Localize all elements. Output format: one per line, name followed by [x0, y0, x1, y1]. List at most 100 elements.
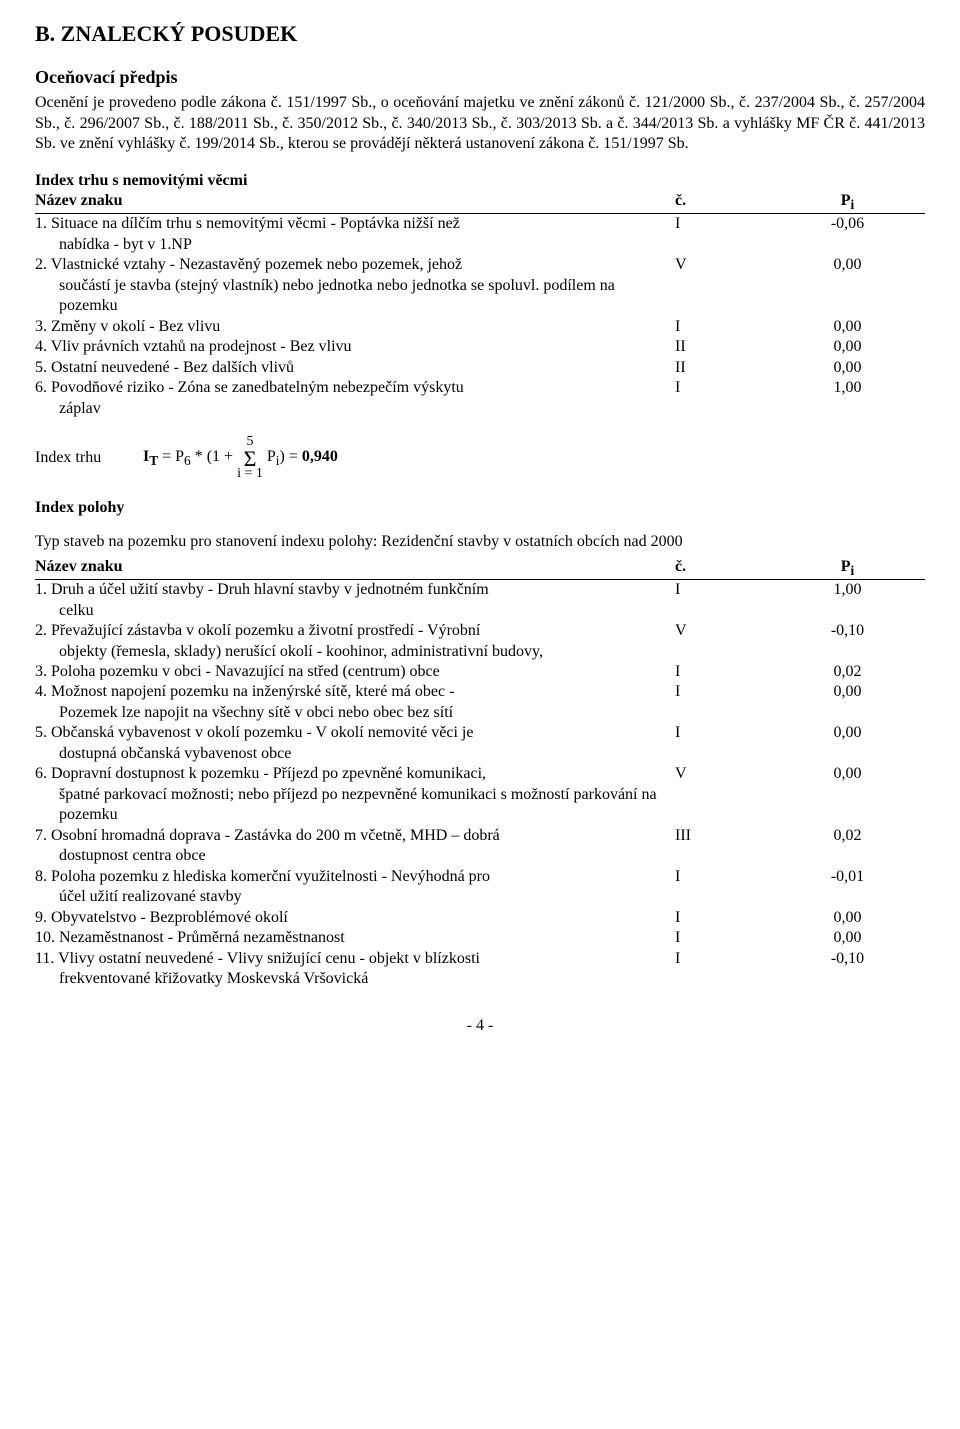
row-desc-sub: Pozemek lze napojit na všechny sítě v ob…	[35, 703, 675, 723]
index-trhu-formula: Index trhu IT = P6 * (1 + 5 Σ i = 1 Pi) …	[35, 435, 925, 482]
formula-after: Pi) = 0,940	[263, 447, 338, 469]
row-desc: 6. Povodňové riziko - Zóna se zanedbatel…	[35, 378, 675, 398]
row-c: I	[675, 682, 770, 723]
row-desc: 1. Situace na dílčím trhu s nemovitými v…	[35, 214, 675, 234]
sigma-bottom: i = 1	[237, 467, 263, 482]
row-c: I	[675, 662, 770, 682]
row-c: III	[675, 826, 770, 867]
sigma-symbol: Σ	[244, 450, 257, 468]
hdr-p-sub: i	[851, 197, 855, 212]
hdr-p-P: P	[841, 192, 851, 209]
row-desc-sub: objekty (řemesla, sklady) nerušící okolí…	[35, 642, 675, 662]
table-row: 3. Změny v okolí - Bez vlivu I 0,00	[35, 317, 925, 337]
row-p: 0,00	[770, 928, 925, 948]
table-row: 4. Možnost napojení pozemku na inženýrsk…	[35, 682, 925, 723]
row-c: V	[675, 255, 770, 316]
table-row: 5. Občanská vybavenost v okolí pozemku -…	[35, 723, 925, 764]
hdr-name: Název znaku	[35, 191, 675, 214]
page-number: - 4 -	[35, 1016, 925, 1036]
index-trhu-heading: Index trhu s nemovitými věcmi	[35, 171, 925, 191]
row-desc: 5. Ostatní neuvedené - Bez dalších vlivů	[35, 358, 675, 378]
row-p: 1,00	[770, 580, 925, 621]
row-desc: 2. Převažující zástavba v okolí pozemku …	[35, 621, 675, 641]
table-header-row: Název znaku č. Pi	[35, 191, 925, 214]
index-polohy-table: Název znaku č. Pi 1. Druh a účel užití s…	[35, 557, 925, 990]
row-p: 0,02	[770, 662, 925, 682]
row-desc-sub: nabídka - byt v 1.NP	[35, 235, 675, 255]
row-desc: 8. Poloha pozemku z hlediska komerční vy…	[35, 867, 675, 887]
row-c: V	[675, 764, 770, 825]
table-row: 4. Vliv právních vztahů na prodejnost - …	[35, 337, 925, 357]
row-c: I	[675, 928, 770, 948]
row-p: -0,10	[770, 621, 925, 662]
row-desc: 10. Nezaměstnanost - Průměrná nezaměstna…	[35, 928, 675, 948]
row-desc-sub: špatné parkovací možnosti; nebo příjezd …	[35, 785, 675, 826]
table-row: 1. Druh a účel užití stavby - Druh hlavn…	[35, 580, 925, 621]
row-c: I	[675, 908, 770, 928]
polohy-intro: Typ staveb na pozemku pro stanovení inde…	[35, 532, 925, 552]
row-p: 0,00	[770, 682, 925, 723]
row-desc: 3. Změny v okolí - Bez vlivu	[35, 317, 675, 337]
row-desc-sub: dostupnost centra obce	[35, 846, 675, 866]
pricing-paragraph: Ocenění je provedeno podle zákona č. 151…	[35, 93, 925, 154]
row-desc: 4. Vliv právních vztahů na prodejnost - …	[35, 337, 675, 357]
row-c: I	[675, 317, 770, 337]
row-c: I	[675, 580, 770, 621]
row-c: I	[675, 378, 770, 419]
sub-T: T	[149, 454, 158, 469]
row-p: 0,00	[770, 358, 925, 378]
row-desc-sub: frekventované křižovatky Moskevská Vršov…	[35, 969, 675, 989]
table-row: 1. Situace na dílčím trhu s nemovitými v…	[35, 214, 925, 255]
index-trhu-table: Název znaku č. Pi 1. Situace na dílčím t…	[35, 191, 925, 419]
row-c: II	[675, 358, 770, 378]
index-polohy-heading: Index polohy	[35, 498, 925, 518]
row-desc-sub: účel užití realizované stavby	[35, 887, 675, 907]
formula-label: Index trhu	[35, 448, 143, 468]
table-row: 2. Převažující zástavba v okolí pozemku …	[35, 621, 925, 662]
row-desc: 6. Dopravní dostupnost k pozemku - Příje…	[35, 764, 675, 784]
row-p: 0,02	[770, 826, 925, 867]
formula-before: IT = P6 * (1 +	[143, 447, 237, 469]
sub-i: i	[276, 454, 280, 469]
table-row: 11. Vlivy ostatní neuvedené - Vlivy sniž…	[35, 949, 925, 990]
row-p: 0,00	[770, 908, 925, 928]
hdr-p-P: P	[841, 558, 851, 575]
sigma-stack: 5 Σ i = 1	[237, 435, 263, 482]
row-p: 0,00	[770, 764, 925, 825]
row-desc: 7. Osobní hromadná doprava - Zastávka do…	[35, 826, 675, 846]
row-desc: 1. Druh a účel užití stavby - Druh hlavn…	[35, 580, 675, 600]
row-desc: 11. Vlivy ostatní neuvedené - Vlivy sniž…	[35, 949, 675, 969]
main-heading: B. ZNALECKÝ POSUDEK	[35, 20, 925, 48]
table-row: 5. Ostatní neuvedené - Bez dalších vlivů…	[35, 358, 925, 378]
table-row: 3. Poloha pozemku v obci - Navazující na…	[35, 662, 925, 682]
hdr-c: č.	[675, 191, 770, 214]
hdr-p: Pi	[770, 191, 925, 214]
table-row: 2. Vlastnické vztahy - Nezastavěný pozem…	[35, 255, 925, 316]
row-c: I	[675, 214, 770, 255]
table-row: 8. Poloha pozemku z hlediska komerční vy…	[35, 867, 925, 908]
row-desc-sub: celku	[35, 601, 675, 621]
row-c: V	[675, 621, 770, 662]
row-c: I	[675, 949, 770, 990]
hdr-p: Pi	[770, 557, 925, 580]
pricing-heading: Oceňovací předpis	[35, 66, 925, 89]
row-p: 0,00	[770, 255, 925, 316]
hdr-c: č.	[675, 557, 770, 580]
table-row: 7. Osobní hromadná doprava - Zastávka do…	[35, 826, 925, 867]
row-p: 0,00	[770, 317, 925, 337]
row-c: I	[675, 867, 770, 908]
row-desc: 2. Vlastnické vztahy - Nezastavěný pozem…	[35, 255, 675, 275]
row-desc-sub: součástí je stavba (stejný vlastník) neb…	[35, 276, 675, 317]
sub-6: 6	[184, 454, 191, 469]
table-row: 6. Povodňové riziko - Zóna se zanedbatel…	[35, 378, 925, 419]
table-row: 10. Nezaměstnanost - Průměrná nezaměstna…	[35, 928, 925, 948]
table-row: 9. Obyvatelstvo - Bezproblémové okolí I …	[35, 908, 925, 928]
row-p: -0,06	[770, 214, 925, 255]
row-p: 0,00	[770, 723, 925, 764]
table-row: 6. Dopravní dostupnost k pozemku - Příje…	[35, 764, 925, 825]
row-p: 0,00	[770, 337, 925, 357]
row-c: II	[675, 337, 770, 357]
row-desc: 4. Možnost napojení pozemku na inženýrsk…	[35, 682, 675, 702]
row-p: 1,00	[770, 378, 925, 419]
table-header-row: Název znaku č. Pi	[35, 557, 925, 580]
